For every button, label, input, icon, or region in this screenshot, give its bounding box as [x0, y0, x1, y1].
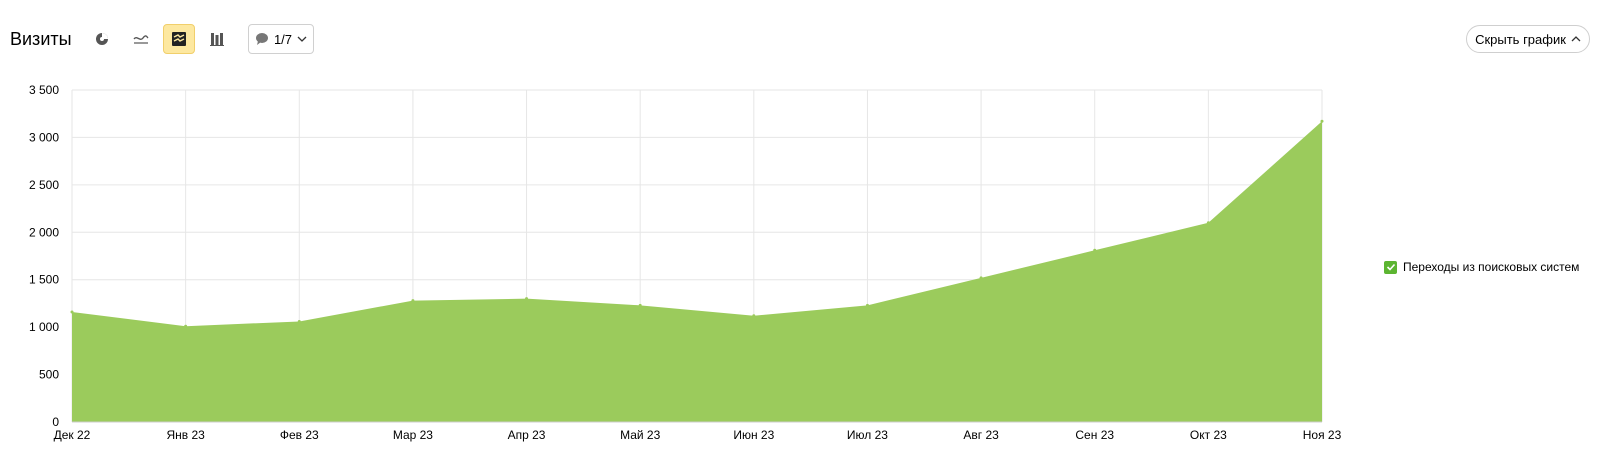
data-point	[752, 314, 756, 318]
x-tick-label: Дек 22	[54, 428, 91, 442]
y-tick-label: 3 500	[29, 83, 59, 97]
x-tick-label: Авг 23	[963, 428, 999, 442]
pie-chart-icon	[96, 33, 108, 45]
bar-chart-button[interactable]	[201, 24, 233, 54]
hide-chart-button[interactable]: Скрыть график	[1466, 25, 1590, 53]
chart-toolbar: Визиты 1/7	[0, 0, 1600, 80]
x-tick-label: Окт 23	[1190, 428, 1227, 442]
y-tick-label: 1 500	[29, 273, 59, 287]
x-tick-label: Янв 23	[166, 428, 205, 442]
report-title: Визиты	[10, 29, 72, 49]
chart-legend: Переходы из поисковых систем	[1384, 260, 1579, 274]
x-tick-label: Ноя 23	[1303, 428, 1342, 442]
y-tick-label: 1 000	[29, 320, 59, 334]
annotations-counter: 1/7	[273, 31, 293, 47]
data-point	[865, 303, 869, 307]
y-tick-label: 3 000	[29, 130, 59, 144]
check-icon	[1386, 263, 1395, 271]
data-point	[184, 324, 188, 328]
line-chart-icon	[133, 35, 149, 44]
x-tick-label: Фев 23	[280, 428, 319, 442]
y-tick-label: 0	[52, 415, 59, 429]
series-area	[72, 121, 1322, 422]
area-chart-icon	[172, 32, 186, 46]
data-point	[638, 303, 642, 307]
data-point	[70, 310, 74, 314]
x-tick-label: Мар 23	[393, 428, 433, 442]
x-tick-label: Июн 23	[733, 428, 774, 442]
annotations-button[interactable]: 1/7	[248, 24, 314, 54]
x-tick-label: Июл 23	[847, 428, 888, 442]
chevron-down-icon	[297, 36, 307, 42]
data-point	[1093, 248, 1097, 252]
x-tick-label: Сен 23	[1075, 428, 1114, 442]
x-tick-label: Апр 23	[508, 428, 546, 442]
x-tick-label: Май 23	[620, 428, 661, 442]
pie-chart-button[interactable]	[86, 24, 118, 54]
hide-chart-label: Скрыть график	[1475, 31, 1566, 47]
data-point	[1320, 119, 1324, 123]
y-tick-label: 2 000	[29, 225, 59, 239]
bar-chart-icon	[210, 33, 224, 46]
data-point	[411, 299, 415, 303]
y-tick-label: 2 500	[29, 178, 59, 192]
chevron-up-icon	[1571, 36, 1581, 42]
data-point	[1206, 221, 1210, 225]
data-point	[525, 297, 529, 301]
data-point	[297, 319, 301, 323]
legend-checkbox[interactable]	[1384, 260, 1397, 274]
comment-icon	[255, 33, 268, 45]
legend-series-label: Переходы из поисковых систем	[1403, 260, 1580, 274]
y-tick-label: 500	[39, 368, 59, 382]
data-point	[979, 276, 983, 280]
area-chart-button[interactable]	[163, 24, 195, 54]
line-chart-button[interactable]	[125, 24, 157, 54]
